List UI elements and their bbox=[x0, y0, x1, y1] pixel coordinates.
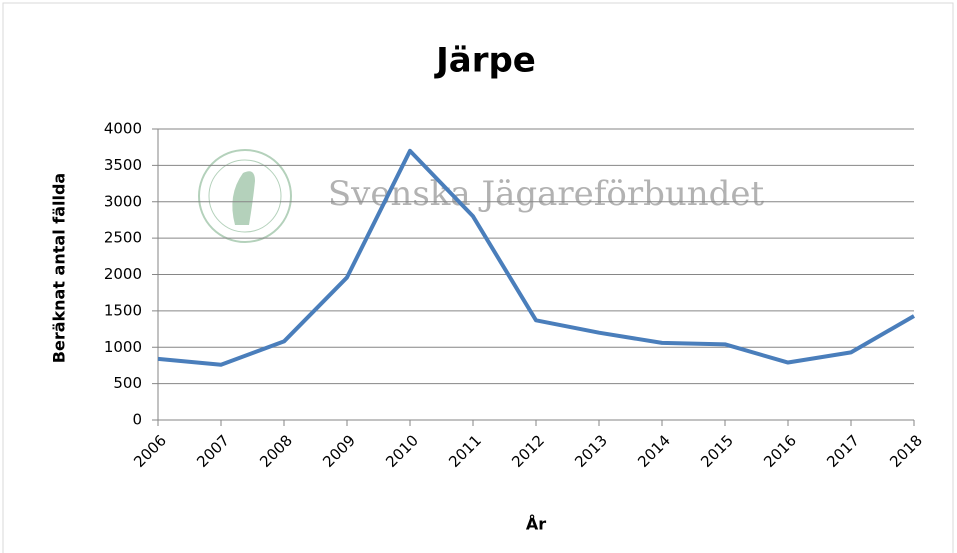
y-tick-label: 4000 bbox=[104, 120, 142, 138]
y-tick-label: 2000 bbox=[104, 265, 142, 283]
data-line bbox=[157, 148, 916, 367]
x-axis-label: År bbox=[526, 515, 546, 534]
y-tick-label: 500 bbox=[113, 374, 142, 392]
y-tick-label: 0 bbox=[132, 411, 142, 429]
y-tick-label: 1000 bbox=[104, 338, 142, 356]
watermark-text: Svenska Jägareförbundet bbox=[328, 174, 765, 214]
watermark-logo bbox=[198, 149, 292, 243]
chart-title: Järpe bbox=[434, 41, 536, 81]
y-tick-label: 1500 bbox=[104, 301, 142, 319]
y-tick-label: 3000 bbox=[104, 192, 142, 210]
y-tick-label: 2500 bbox=[104, 229, 142, 247]
y-tick-label: 3500 bbox=[104, 156, 142, 174]
y-axis-label: Beräknat antal fällda bbox=[50, 173, 69, 363]
